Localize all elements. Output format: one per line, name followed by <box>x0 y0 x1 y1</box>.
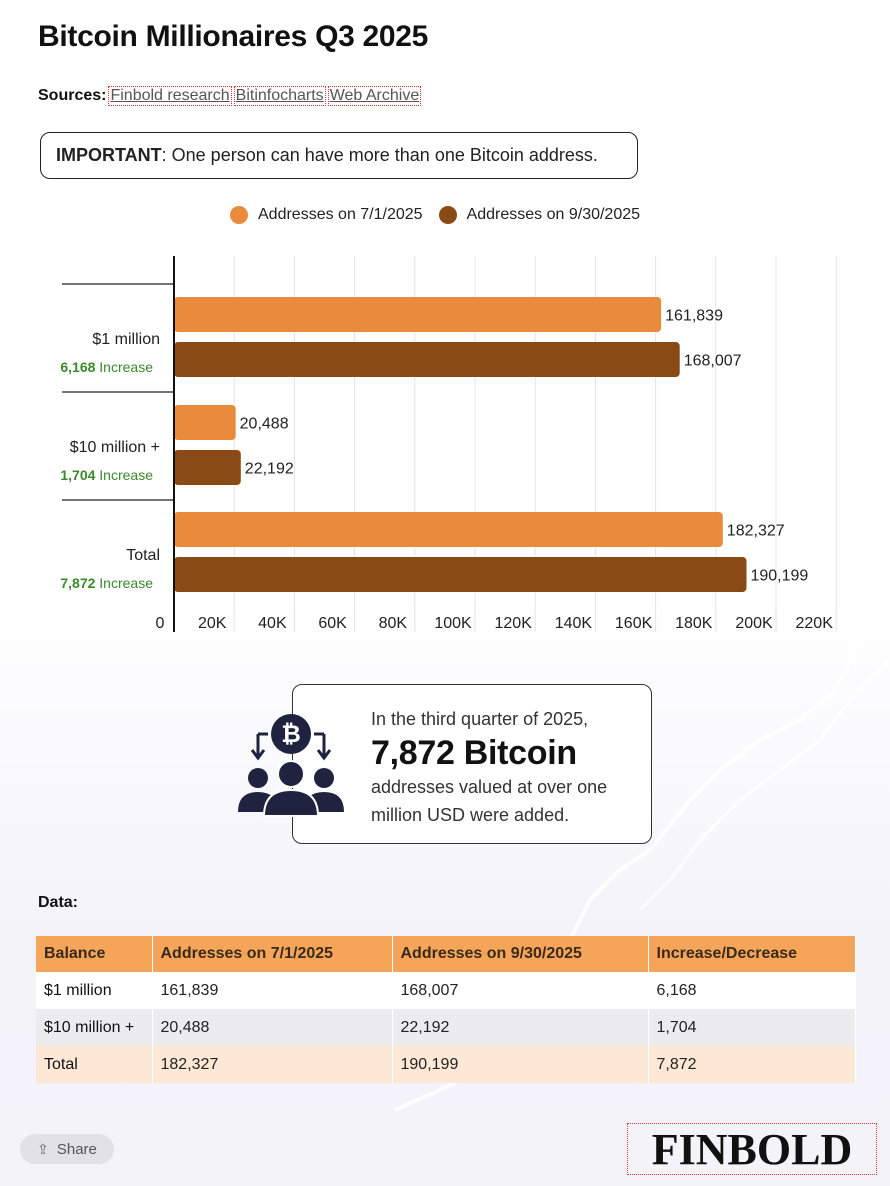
table-cell: 161,839 <box>152 972 393 1009</box>
bar-1-2 <box>174 405 236 440</box>
table-cell: 7,872 <box>648 1046 856 1083</box>
category-label: $1 million <box>92 331 160 348</box>
legend-label-series1: Addresses on 7/1/2025 <box>258 206 423 223</box>
legend-item-series2: Addresses on 9/30/2025 <box>438 206 641 224</box>
table-header-row: Balance Addresses on 7/1/2025 Addresses … <box>36 936 856 972</box>
data-section-label: Data: <box>38 894 79 911</box>
share-icon: ⇪ <box>37 1140 49 1157</box>
table-cell: $10 million + <box>36 1009 153 1046</box>
bar-value-label: 22,192 <box>245 461 294 478</box>
bar-chart: 161,839 20,488 182,327 168,007 22,192 190,199… <box>60 256 837 632</box>
category-increase-note: 7,872 Increase <box>60 575 153 591</box>
table-cell: Total <box>36 1046 153 1083</box>
x-tick-label: 160K <box>615 615 653 632</box>
share-button[interactable]: ⇪ Share <box>20 1134 114 1164</box>
callout-highlight: 7,872 Bitcoin <box>371 734 577 772</box>
table-cell: 168,007 <box>392 972 649 1009</box>
table-cell: $1 million <box>36 972 153 1009</box>
table-header-balance: Balance <box>36 936 153 972</box>
important-text: : One person can have more than one Bitc… <box>161 145 598 165</box>
x-tick-label: 200K <box>735 615 773 632</box>
table-header-addresses-jul: Addresses on 7/1/2025 <box>152 936 393 972</box>
table-cell: 20,488 <box>152 1009 393 1046</box>
table-cell: 190,199 <box>392 1046 649 1083</box>
x-tick-label: 0 <box>156 615 165 632</box>
x-tick-label: 220K <box>796 615 834 632</box>
sources-line: Sources: Finbold research Bitinfocharts … <box>38 86 424 106</box>
bar-2-1 <box>174 342 680 377</box>
bar-1-1 <box>174 297 662 332</box>
source-link-web-archive[interactable]: Web Archive <box>327 86 422 106</box>
sources-label: Sources: <box>38 87 107 104</box>
callout-line3: addresses valued at over one million USD… <box>371 777 608 825</box>
table-row: $1 million 161,839 168,007 6,168 <box>36 972 856 1009</box>
bar-value-label: 20,488 <box>240 416 289 433</box>
data-table: Balance Addresses on 7/1/2025 Addresses … <box>36 936 856 1083</box>
page-title: Bitcoin Millionaires Q3 2025 <box>38 20 429 53</box>
x-tick-label: 40K <box>258 615 287 632</box>
table-row: Total 182,327 190,199 7,872 <box>36 1046 856 1083</box>
important-label: IMPORTANT <box>56 145 162 165</box>
legend-item-series1: Addresses on 7/1/2025 <box>230 206 423 224</box>
x-tick-label: 140K <box>555 615 593 632</box>
category-increase-note: 1,704 Increase <box>60 467 153 483</box>
table-cell: 1,704 <box>648 1009 856 1046</box>
table-cell: 22,192 <box>392 1009 649 1046</box>
chart-legend: Addresses on 7/1/2025 Addresses on 9/30/… <box>230 206 656 224</box>
x-tick-label: 60K <box>318 615 347 632</box>
bar-2-3 <box>174 557 747 592</box>
bitcoin-group-icon: ₿ <box>238 714 344 817</box>
svg-text:₿: ₿ <box>281 721 301 748</box>
table-row: $10 million + 20,488 22,192 1,704 <box>36 1009 856 1046</box>
callout-box: In the third quarter of 2025, 7,872 Bitc… <box>292 684 652 844</box>
category-label: $10 million + <box>70 439 160 456</box>
x-tick-label: 120K <box>495 615 533 632</box>
legend-dot-series2 <box>438 206 457 224</box>
important-note: IMPORTANT : One person can have more tha… <box>40 132 638 179</box>
table-cell: 182,327 <box>152 1046 393 1083</box>
legend-dot-series1 <box>230 206 248 224</box>
callout-line1: In the third quarter of 2025, <box>371 709 589 729</box>
table-cell: 6,168 <box>648 972 856 1009</box>
category-increase-note: 6,168 Increase <box>60 359 153 375</box>
source-link-finbold[interactable]: Finbold research <box>108 86 232 106</box>
bar-2-2 <box>174 450 241 485</box>
x-tick-label: 100K <box>434 615 472 632</box>
finbold-logo[interactable]: FINBOLD <box>627 1123 877 1175</box>
table-header-change: Increase/Decrease <box>648 936 856 972</box>
legend-label-series2: Addresses on 9/30/2025 <box>466 206 641 223</box>
table-header-addresses-sep: Addresses on 9/30/2025 <box>392 936 649 972</box>
bar-value-label: 168,007 <box>684 353 742 370</box>
source-link-bitinfocharts[interactable]: Bitinfocharts <box>233 86 326 106</box>
x-tick-label: 180K <box>675 615 713 632</box>
category-label: Total <box>126 547 160 564</box>
x-tick-label: 80K <box>379 615 408 632</box>
share-label: Share <box>56 1140 97 1158</box>
bar-value-label: 182,327 <box>727 523 785 540</box>
x-tick-label: 20K <box>198 615 227 632</box>
bar-value-label: 161,839 <box>665 308 723 325</box>
bar-value-label: 190,199 <box>750 568 808 585</box>
bar-1-3 <box>174 512 723 547</box>
